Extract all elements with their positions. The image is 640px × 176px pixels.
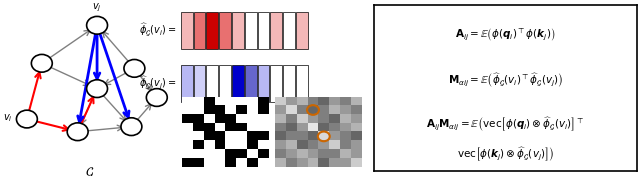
Text: $\mathbf{A}_{ij} = \mathbb{E}\left(\phi(\boldsymbol{q}_i)^\top \phi(\boldsymbol{: $\mathbf{A}_{ij} = \mathbb{E}\left(\phi(…: [456, 27, 556, 43]
Circle shape: [67, 123, 88, 141]
Circle shape: [124, 59, 145, 77]
Circle shape: [17, 110, 37, 128]
Circle shape: [86, 80, 108, 98]
FancyBboxPatch shape: [258, 12, 269, 49]
FancyBboxPatch shape: [271, 12, 282, 49]
FancyBboxPatch shape: [284, 12, 295, 49]
Text: $\widehat{\phi}_{\mathcal{G}}(v_i) =$: $\widehat{\phi}_{\mathcal{G}}(v_i) =$: [139, 22, 176, 39]
FancyBboxPatch shape: [284, 65, 295, 102]
Text: $\mathbf{A}_{ij}\mathbf{M}_{\alpha ij} = \mathbb{E}\left(\mathrm{vec}\left[\phi(: $\mathbf{A}_{ij}\mathbf{M}_{\alpha ij} =…: [426, 116, 585, 133]
Text: $\mathcal{G}$: $\mathcal{G}$: [85, 165, 94, 176]
Text: $\widehat{\phi}_{\mathcal{G}}(v_j) =$: $\widehat{\phi}_{\mathcal{G}}(v_j) =$: [139, 75, 176, 92]
Text: $v_i$: $v_i$: [3, 112, 12, 124]
FancyBboxPatch shape: [207, 12, 218, 49]
FancyBboxPatch shape: [219, 65, 231, 102]
FancyBboxPatch shape: [194, 12, 205, 49]
FancyBboxPatch shape: [296, 12, 308, 49]
FancyBboxPatch shape: [181, 65, 193, 102]
FancyBboxPatch shape: [245, 12, 257, 49]
FancyBboxPatch shape: [181, 12, 193, 49]
FancyBboxPatch shape: [245, 65, 257, 102]
Text: $\left.\mathrm{vec}\left[\phi(\boldsymbol{k}_j) \otimes \widehat{\phi}_{\mathcal: $\left.\mathrm{vec}\left[\phi(\boldsymbo…: [457, 145, 554, 163]
FancyBboxPatch shape: [232, 12, 244, 49]
FancyBboxPatch shape: [271, 65, 282, 102]
FancyBboxPatch shape: [296, 65, 308, 102]
FancyBboxPatch shape: [219, 12, 231, 49]
Text: $\mathbf{M}_{\alpha ij} = \mathbb{E}\left(\widehat{\phi}_{\mathcal{G}}(v_i)^\top: $\mathbf{M}_{\alpha ij} = \mathbb{E}\lef…: [448, 71, 563, 89]
FancyBboxPatch shape: [232, 65, 244, 102]
Circle shape: [86, 16, 108, 34]
Circle shape: [31, 54, 52, 72]
FancyBboxPatch shape: [194, 65, 205, 102]
Circle shape: [121, 118, 142, 136]
Circle shape: [147, 89, 167, 106]
FancyBboxPatch shape: [258, 65, 269, 102]
Text: $v_j$: $v_j$: [92, 1, 102, 14]
FancyBboxPatch shape: [207, 65, 218, 102]
